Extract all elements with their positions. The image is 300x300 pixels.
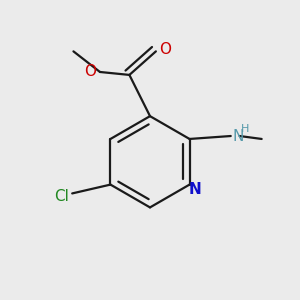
Text: H: H: [241, 124, 249, 134]
Text: N: N: [188, 182, 201, 197]
Text: N: N: [232, 128, 244, 143]
Text: Cl: Cl: [54, 189, 69, 204]
Text: O: O: [159, 42, 171, 57]
Text: O: O: [84, 64, 96, 80]
